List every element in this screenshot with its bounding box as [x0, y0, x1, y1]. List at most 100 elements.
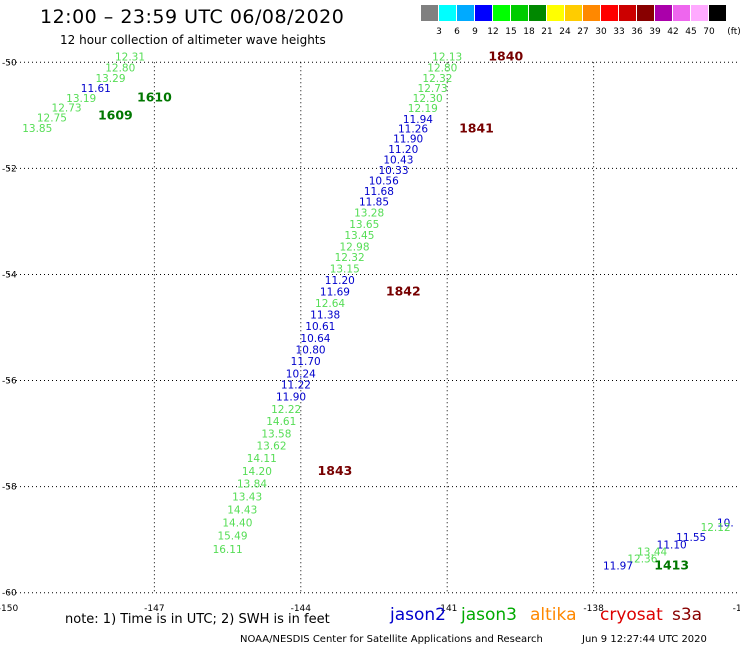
wave-height-value: 10.80 [296, 344, 326, 356]
colorbar-label: 70 [703, 27, 715, 37]
colorbar-label: 39 [649, 27, 661, 37]
wave-height-value: 11.20 [325, 275, 355, 287]
wave-height-value: 12.73 [418, 83, 448, 95]
wave-height-value: 11.61 [81, 83, 111, 95]
wave-height-value: 15.49 [217, 531, 247, 543]
wave-height-value: 11.70 [291, 356, 321, 368]
colorbar-label: 21 [541, 27, 553, 37]
colorbar-label: 6 [454, 27, 460, 37]
y-tick-label: -60 [2, 589, 17, 599]
colorbar-swatch [547, 5, 564, 21]
y-tick-label: -58 [2, 483, 17, 493]
wave-height-value: 12.22 [271, 404, 301, 416]
wave-height-value: 10.64 [300, 333, 330, 345]
wave-height-value: 14.61 [266, 416, 296, 428]
colorbar-swatch [691, 5, 708, 21]
x-tick-label: -141 [437, 604, 457, 614]
pass-time-label: 1840 [488, 49, 523, 64]
colorbar-swatch [709, 5, 726, 21]
colorbar-label: 18 [523, 27, 535, 37]
wave-height-value: 12.32 [335, 252, 365, 264]
colorbar-swatch [583, 5, 600, 21]
y-tick-label: -54 [2, 270, 17, 280]
colorbar-swatch [529, 5, 546, 21]
colorbar-swatch [493, 5, 510, 21]
wave-height-value: 12.98 [339, 242, 369, 254]
wave-height-value: 13.45 [344, 230, 374, 242]
pass-time-label: 1610 [137, 90, 172, 105]
wave-height-value: 13.58 [261, 428, 291, 440]
wave-height-value: 13.44 [637, 547, 667, 559]
wave-height-value: 11.38 [310, 309, 340, 321]
wave-height-value: 12.73 [52, 103, 82, 115]
colorbar-swatch [673, 5, 690, 21]
wave-height-value: 11.68 [364, 186, 394, 198]
wave-height-value: 13.19 [66, 93, 96, 105]
wave-height-value: 13.15 [330, 263, 360, 275]
wave-height-value: 11.94 [403, 114, 433, 126]
legend-s3a: s3a [672, 605, 703, 625]
colorbar-swatch [601, 5, 618, 21]
wave-height-value: 10. [717, 517, 734, 529]
wave-height-value: 14.43 [227, 505, 257, 517]
chart-subtitle: 12 hour collection of altimeter wave hei… [60, 33, 326, 47]
wave-height-value: 11.69 [320, 287, 350, 299]
x-tick-label: -147 [144, 604, 164, 614]
colorbar-label: 24 [559, 27, 571, 37]
wave-height-value: 13.62 [256, 440, 286, 452]
wave-height-value: 12.19 [408, 103, 438, 115]
wave-height-value: 11.20 [388, 144, 418, 156]
colorbar-label: 3 [436, 27, 442, 37]
colorbar-swatch [655, 5, 672, 21]
wave-height-value: 12.32 [422, 73, 452, 85]
units-note: note: 1) Time is in UTC; 2) SWH is in fe… [65, 612, 330, 627]
wave-height-value: 12.80 [105, 62, 135, 74]
wave-height-value: 10.43 [383, 155, 413, 167]
legend-jason2: jason2 [390, 605, 446, 625]
wave-height-value: 13.84 [237, 479, 267, 491]
wave-height-value: 10.56 [369, 175, 399, 187]
wave-height-value: 12.36 [627, 553, 657, 565]
pass-time-label: 1843 [318, 463, 353, 478]
x-tick-label: -138 [583, 604, 604, 614]
wave-height-value: 11.97 [603, 560, 633, 572]
colorbar-label: 36 [631, 27, 643, 37]
wave-height-value: 12.80 [427, 62, 457, 74]
wave-height-value: 10.24 [286, 368, 316, 380]
colorbar-label: 9 [472, 27, 478, 37]
wave-height-value: 11.90 [393, 133, 423, 145]
y-tick-label: -56 [2, 377, 17, 387]
colorbar-swatch [439, 5, 456, 21]
chart-title: 12:00 – 23:59 UTC 06/08/2020 [40, 6, 345, 28]
legend-cryosat: cryosat [600, 605, 663, 625]
wave-height-value: 14.20 [242, 466, 272, 478]
wave-height-value: 11.85 [359, 197, 389, 209]
wave-height-value: 13.65 [349, 219, 379, 231]
wave-height-value: 12.12 [701, 522, 731, 534]
y-tick-label: -52 [2, 164, 17, 174]
colorbar-unit: (ft) [727, 27, 740, 37]
wave-height-value: 13.43 [232, 491, 262, 503]
wave-height-value: 13.29 [95, 73, 125, 85]
colorbar-label: 45 [685, 27, 697, 37]
colorbar-swatch [565, 5, 582, 21]
wave-height-value: 10.61 [305, 321, 335, 333]
pass-time-label: 1609 [98, 108, 133, 123]
wave-height-value: 12.31 [115, 52, 145, 64]
colorbar-swatch [619, 5, 636, 21]
wave-height-value: 11.22 [281, 379, 311, 391]
wave-height-value: 13.85 [22, 123, 52, 135]
colorbar-label: 33 [613, 27, 625, 37]
x-tick-label: -150 [0, 604, 18, 614]
colorbar-swatch [421, 5, 438, 21]
pass-time-label: 1413 [654, 557, 689, 572]
colorbar-swatch [475, 5, 492, 21]
colorbar-label: 15 [505, 27, 517, 37]
wave-height-value: 12.30 [413, 93, 443, 105]
wave-height-value: 11.55 [676, 532, 706, 544]
wave-height-value: 13.28 [354, 208, 384, 220]
colorbar-swatch [511, 5, 528, 21]
wave-height-value: 11.26 [398, 123, 428, 135]
colorbar-label: 42 [667, 27, 679, 37]
